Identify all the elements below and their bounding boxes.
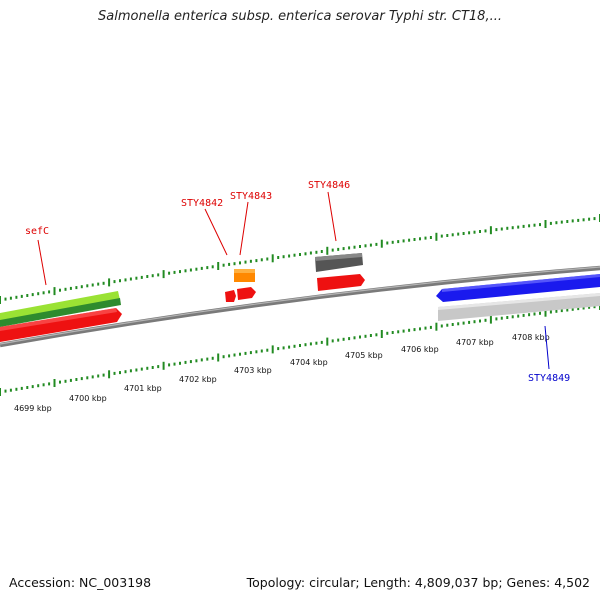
gene-sefc-red[interactable] — [0, 308, 122, 342]
gene-label-sty4843[interactable]: STY4843 — [230, 191, 272, 202]
sty4846-leader-line — [327, 191, 337, 242]
scale-label-4702: 4702 kbp — [179, 375, 217, 384]
accession-text: Accession: NC_003198 — [9, 575, 152, 590]
feature-sty4849-grey[interactable] — [438, 293, 600, 321]
genome-backbone-highlight — [0, 266, 600, 345]
scale-label-4703: 4703 kbp — [234, 366, 272, 375]
feature-sty4843-orange[interactable] — [234, 269, 255, 282]
sefc-leader-line — [37, 239, 47, 286]
map-title: Salmonella enterica subsp. enterica sero… — [98, 9, 502, 24]
sty4842-leader-line — [204, 208, 228, 256]
scale-label-4707: 4707 kbp — [456, 338, 494, 347]
outer-tick-ring — [0, 214, 600, 304]
scale-label-4701: 4701 kbp — [124, 384, 162, 393]
sty4849-leader-line — [544, 325, 550, 370]
scale-labels: 4699 kbp 4700 kbp 4701 kbp 4702 kbp 4703… — [14, 333, 550, 413]
gene-sty4842-red[interactable] — [225, 287, 256, 302]
inner-tick-ring — [0, 302, 600, 396]
genome-backbone — [0, 265, 600, 348]
scale-label-4706: 4706 kbp — [401, 345, 439, 354]
sty4843-leader-line — [239, 201, 249, 256]
scale-label-4704: 4704 kbp — [290, 358, 328, 367]
gene-sty4849-blue[interactable] — [436, 274, 600, 302]
scale-label-4699: 4699 kbp — [14, 404, 52, 413]
scale-label-4708: 4708 kbp — [512, 333, 550, 342]
gene-label-sty4849[interactable]: STY4849 — [528, 373, 570, 384]
feature-sty4846-dark[interactable] — [315, 253, 363, 272]
gene-label-sty4846[interactable]: STY4846 — [308, 180, 350, 191]
feature-sefa-green[interactable] — [0, 291, 121, 327]
scale-label-4705: 4705 kbp — [345, 351, 383, 360]
topology-text: Topology: circular; Length: 4,809,037 bp… — [246, 575, 590, 590]
gene-label-sefc[interactable]: sefC — [25, 226, 49, 237]
gene-sty4846-red[interactable] — [317, 274, 365, 291]
scale-label-4700: 4700 kbp — [69, 394, 107, 403]
gene-label-sty4842[interactable]: STY4842 — [181, 198, 223, 209]
